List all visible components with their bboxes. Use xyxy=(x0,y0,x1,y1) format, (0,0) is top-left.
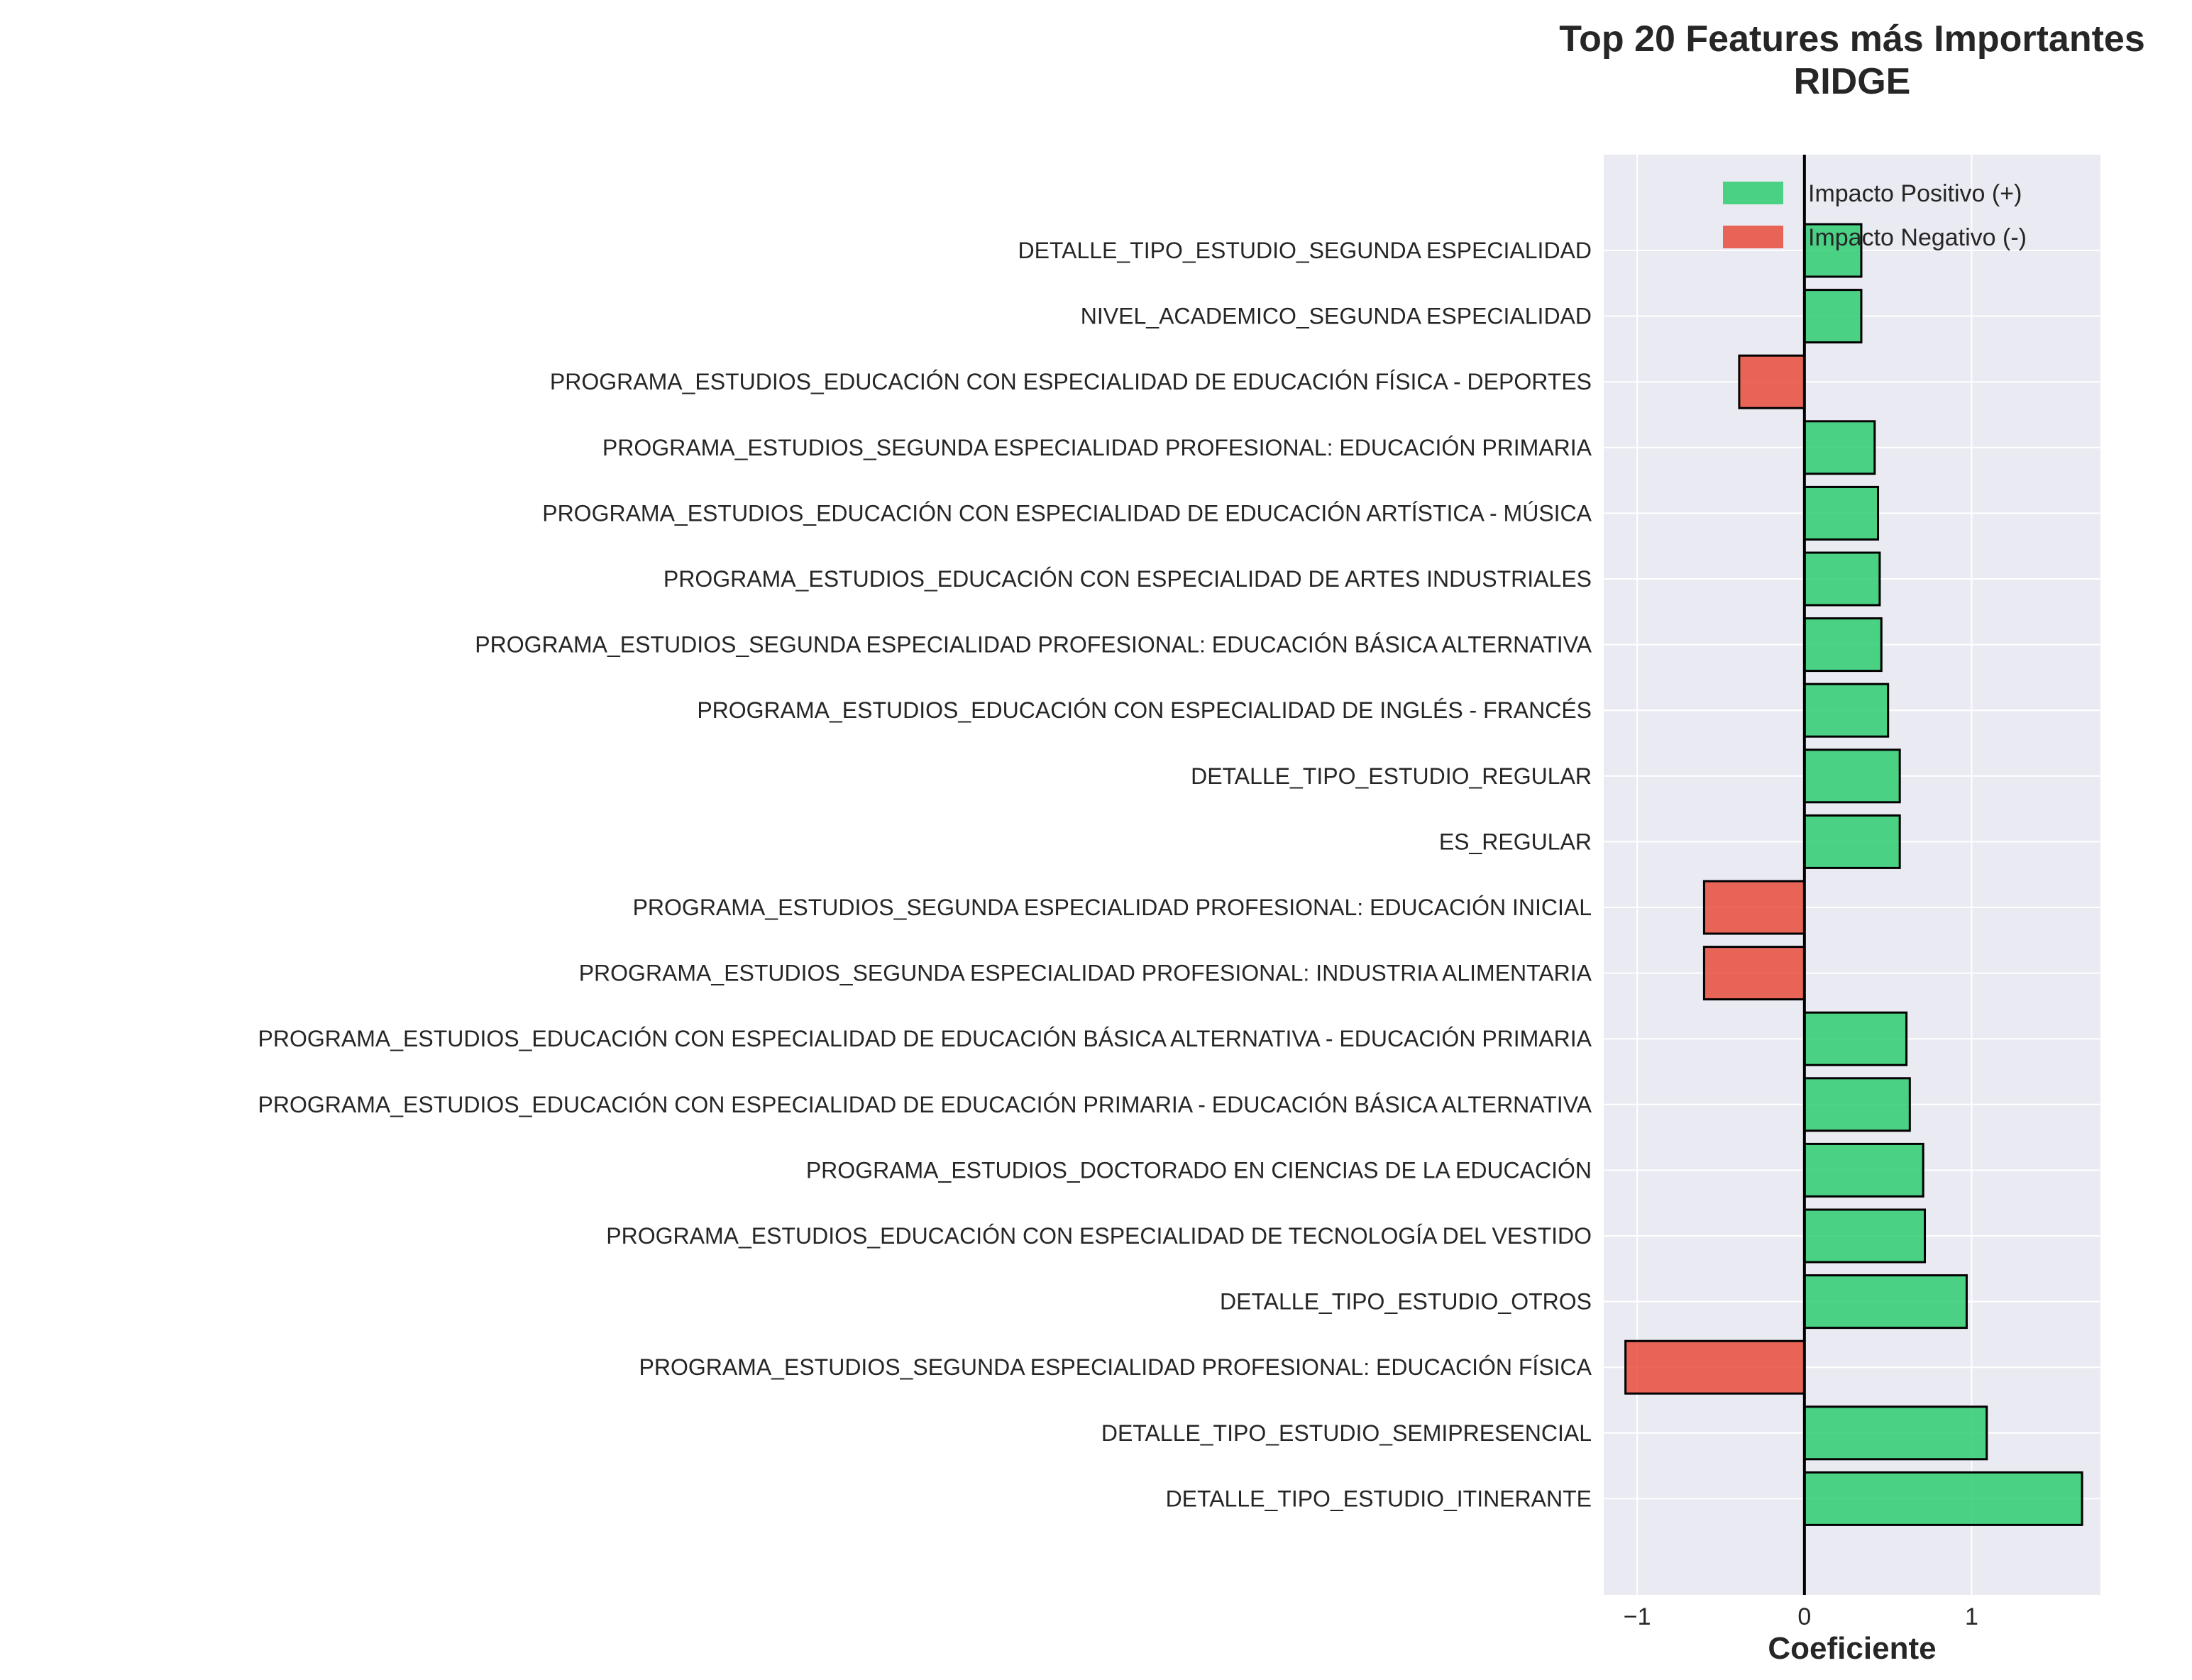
bar xyxy=(1803,1142,1924,1198)
y-tick-label: PROGRAMA_ESTUDIOS_EDUCACIÓN CON ESPECIAL… xyxy=(550,369,1592,394)
legend-label-positive: Impacto Positivo (+) xyxy=(1808,180,2022,207)
y-tick-label: PROGRAMA_ESTUDIOS_SEGUNDA ESPECIALIDAD P… xyxy=(475,632,1592,658)
bar xyxy=(1803,551,1881,607)
y-tick-label: PROGRAMA_ESTUDIOS_EDUCACIÓN CON ESPECIAL… xyxy=(258,1026,1592,1051)
bar xyxy=(1803,420,1876,475)
bar xyxy=(1803,617,1883,673)
bars xyxy=(1624,223,2083,1526)
x-axis-label: Coeficiente xyxy=(1768,1631,1936,1666)
legend-swatch-negative xyxy=(1723,226,1783,248)
y-tick-label: PROGRAMA_ESTUDIOS_DOCTORADO EN CIENCIAS … xyxy=(806,1157,1592,1183)
x-tick-label: −1 xyxy=(1624,1603,1651,1630)
y-tick-label: PROGRAMA_ESTUDIOS_SEGUNDA ESPECIALIDAD P… xyxy=(579,961,1592,986)
y-tick-label: PROGRAMA_ESTUDIOS_EDUCACIÓN CON ESPECIAL… xyxy=(663,566,1592,592)
y-tick-label: DETALLE_TIPO_ESTUDIO_SEGUNDA ESPECIALIDA… xyxy=(1018,238,1592,263)
chart-title: Top 20 Features más Importantes xyxy=(1559,18,2145,60)
y-tick-label: DETALLE_TIPO_ESTUDIO_SEMIPRESENCIAL xyxy=(1101,1420,1592,1446)
bar xyxy=(1702,946,1806,1001)
bar xyxy=(1803,1011,1908,1066)
legend: Impacto Positivo (+) Impacto Negativo (-… xyxy=(1723,180,2027,251)
y-tick-label: PROGRAMA_ESTUDIOS_EDUCACIÓN CON ESPECIAL… xyxy=(606,1223,1592,1249)
y-tick-label: ES_REGULAR xyxy=(1439,829,1592,854)
bar xyxy=(1803,748,1901,804)
bar xyxy=(1738,354,1806,409)
bar xyxy=(1624,1339,1806,1395)
legend-swatch-positive xyxy=(1723,182,1783,204)
y-tick-label: DETALLE_TIPO_ESTUDIO_ITINERANTE xyxy=(1166,1486,1592,1511)
bar xyxy=(1803,223,1863,278)
y-tick-label: PROGRAMA_ESTUDIOS_EDUCACIÓN CON ESPECIAL… xyxy=(697,697,1592,723)
x-tick-labels: −1 0 1 xyxy=(1624,1603,1978,1630)
y-tick-label: DETALLE_TIPO_ESTUDIO_REGULAR xyxy=(1191,763,1592,789)
y-tick-label: PROGRAMA_ESTUDIOS_EDUCACIÓN CON ESPECIAL… xyxy=(542,500,1592,526)
bar xyxy=(1803,1471,2083,1526)
y-tick-label: PROGRAMA_ESTUDIOS_SEGUNDA ESPECIALIDAD P… xyxy=(639,1354,1592,1380)
bar xyxy=(1803,1208,1927,1264)
bar xyxy=(1803,485,1880,541)
bar xyxy=(1803,814,1901,869)
y-tick-label: PROGRAMA_ESTUDIOS_EDUCACIÓN CON ESPECIAL… xyxy=(258,1092,1592,1117)
y-tick-label: PROGRAMA_ESTUDIOS_SEGUNDA ESPECIALIDAD P… xyxy=(633,895,1592,920)
bar xyxy=(1803,1274,1968,1330)
chart-subtitle: RIDGE xyxy=(1794,61,1911,102)
x-tick-label: 1 xyxy=(1965,1603,1978,1630)
bar xyxy=(1702,880,1806,935)
bar xyxy=(1803,1077,1911,1132)
bar xyxy=(1803,682,1890,738)
bar xyxy=(1803,289,1863,344)
bar xyxy=(1803,1405,1988,1461)
x-tick-label: 0 xyxy=(1797,1603,1811,1630)
legend-label-negative: Impacto Negativo (-) xyxy=(1808,224,2027,251)
y-tick-labels: DETALLE_TIPO_ESTUDIO_SEGUNDA ESPECIALIDA… xyxy=(258,238,1592,1511)
y-tick-label: DETALLE_TIPO_ESTUDIO_OTROS xyxy=(1220,1289,1592,1315)
y-tick-label: NIVEL_ACADEMICO_SEGUNDA ESPECIALIDAD xyxy=(1081,304,1592,329)
y-tick-label: PROGRAMA_ESTUDIOS_SEGUNDA ESPECIALIDAD P… xyxy=(602,435,1592,460)
